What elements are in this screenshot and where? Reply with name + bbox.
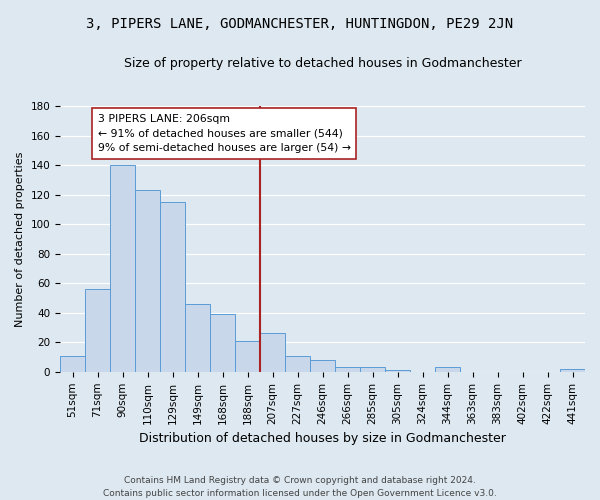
Bar [385,370,410,372]
Y-axis label: Number of detached properties: Number of detached properties [15,152,25,327]
Bar [110,166,135,372]
Bar [310,360,335,372]
Bar [60,356,85,372]
Bar [560,369,585,372]
Bar [235,341,260,372]
Bar [135,190,160,372]
Text: Contains HM Land Registry data © Crown copyright and database right 2024.
Contai: Contains HM Land Registry data © Crown c… [103,476,497,498]
Bar [210,314,235,372]
X-axis label: Distribution of detached houses by size in Godmanchester: Distribution of detached houses by size … [139,432,506,445]
Title: Size of property relative to detached houses in Godmanchester: Size of property relative to detached ho… [124,58,521,70]
Bar [360,368,385,372]
Bar [160,202,185,372]
Bar [260,334,285,372]
Bar [285,356,310,372]
Text: 3, PIPERS LANE, GODMANCHESTER, HUNTINGDON, PE29 2JN: 3, PIPERS LANE, GODMANCHESTER, HUNTINGDO… [86,18,514,32]
Bar [85,289,110,372]
Bar [435,368,460,372]
Bar [335,368,360,372]
Text: 3 PIPERS LANE: 206sqm
← 91% of detached houses are smaller (544)
9% of semi-deta: 3 PIPERS LANE: 206sqm ← 91% of detached … [98,114,350,154]
Bar [185,304,210,372]
